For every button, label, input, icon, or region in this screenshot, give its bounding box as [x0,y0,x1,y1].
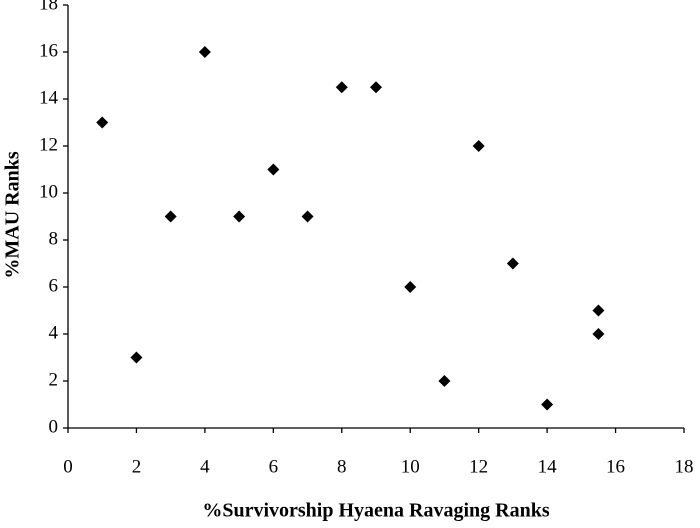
x-tick-label: 8 [337,456,347,477]
marker [130,351,143,364]
marker [164,210,177,223]
marker [370,81,382,94]
y-tick-label: 4 [49,322,59,343]
marker [592,304,605,317]
y-tick-label: 12 [39,134,58,155]
x-tick-label: 10 [401,456,420,477]
x-tick-label: 6 [269,456,279,477]
y-tick-label: 6 [49,275,59,296]
y-tick-label: 18 [39,0,58,14]
x-tick-label: 12 [469,456,488,477]
marker [506,257,519,270]
marker [335,81,348,94]
x-axis-title: %Survivorship Hyaena Ravaging Ranks [202,500,550,522]
x-tick-label: 18 [675,456,694,477]
y-tick-label: 2 [49,369,59,390]
y-tick-label: 16 [39,40,58,61]
marker [438,375,451,387]
marker [233,210,246,223]
marker [592,328,605,340]
x-tick-label: 4 [200,456,210,477]
marker [472,140,485,152]
y-tick-label: 14 [39,87,59,108]
x-tick-label: 16 [606,456,625,477]
x-tick-label: 14 [538,456,558,477]
x-tick-label: 2 [132,456,142,477]
marker [541,398,554,411]
y-tick-label: 8 [49,228,59,249]
y-axis-title: %MAU Ranks [2,151,24,278]
marker [198,46,211,58]
marker [301,210,314,223]
marker [96,116,109,129]
marker [404,281,417,293]
x-tick-label: 0 [63,456,73,477]
marker [267,163,280,176]
y-tick-label: 0 [49,416,59,437]
y-tick-label: 10 [39,181,58,202]
